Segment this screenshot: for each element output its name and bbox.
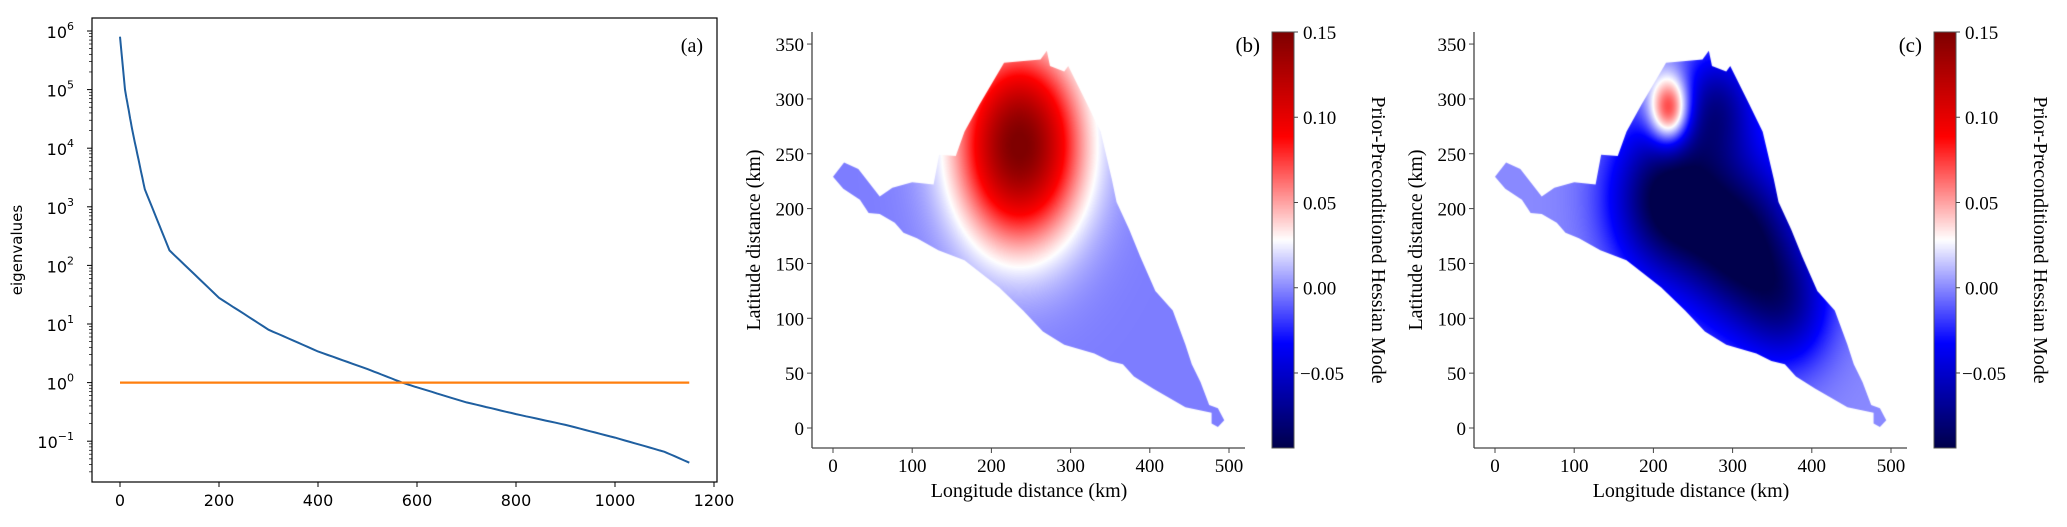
x-tick-label: 1000 (595, 491, 636, 510)
y-axis-label: Latitude distance (km) (1405, 149, 1427, 330)
y-tick-label: 350 (1438, 35, 1467, 56)
x-tick-label: 800 (501, 491, 532, 510)
x-tick-label: 500 (1877, 456, 1906, 477)
y-tick-label: 105 (47, 79, 74, 101)
y-tick-label: 104 (47, 137, 74, 159)
y-tick-exponent: 3 (67, 196, 74, 209)
x-tick-label: 500 (1215, 456, 1244, 477)
y-tick-label: 150 (1438, 254, 1467, 275)
y-tick-exponent: 4 (67, 137, 74, 150)
colorbar-tick-label: −0.05 (1300, 364, 1344, 385)
y-axis-label: eigenvalues (8, 205, 26, 296)
panel-label: (c) (1899, 33, 1922, 57)
colorbar-tick-label: 0.00 (1965, 279, 1998, 300)
colorbar-b (1272, 32, 1294, 448)
y-tick-label: 101 (47, 313, 74, 335)
colorbar-tick-label: 0.15 (1965, 23, 1998, 44)
y-tick-label: 100 (776, 309, 805, 330)
y-tick-label: 300 (1438, 90, 1467, 111)
colorbar-tick-label: 0.00 (1303, 279, 1336, 300)
y-tick-exponent: 5 (67, 79, 74, 92)
x-tick-label: 100 (898, 456, 927, 477)
y-tick-label: 10−1 (37, 430, 74, 452)
y-tick-label: 150 (776, 254, 805, 275)
x-tick-label: 200 (977, 456, 1006, 477)
y-tick-label: 50 (785, 364, 804, 385)
y-tick-label: 103 (47, 196, 74, 218)
x-tick-label: 0 (1490, 456, 1500, 477)
heatmap-c (1474, 32, 1907, 448)
panel-label: (a) (681, 35, 703, 57)
panel-label: (b) (1236, 33, 1261, 57)
x-tick-label: 0 (115, 491, 125, 510)
y-tick-label: 100 (47, 372, 74, 394)
y-tick-label: 106 (47, 20, 74, 42)
y-tick-exponent: 0 (67, 372, 74, 385)
colorbar-label: Prior-Preconditioned Hessian Mode (1367, 96, 1389, 383)
x-tick-label: 200 (204, 491, 235, 510)
y-tick-label: 50 (1447, 364, 1466, 385)
x-tick-label: 300 (1718, 456, 1747, 477)
y-tick-label: 250 (1438, 145, 1467, 166)
colorbar-frame (1933, 31, 1957, 449)
y-tick-label: 200 (1438, 200, 1467, 221)
series-line-0 (119, 36, 690, 464)
colorbar-tick-label: 0.05 (1303, 193, 1336, 214)
y-tick-label: 300 (776, 90, 805, 111)
colorbar-tick-label: 0.10 (1965, 108, 1998, 129)
y-tick-label: 350 (776, 35, 805, 56)
y-tick-label: 100 (1438, 309, 1467, 330)
colorbar-tick-label: 0.15 (1303, 23, 1336, 44)
y-tick-label: 102 (47, 254, 74, 276)
colorbar-frame (1271, 31, 1295, 449)
y-tick-exponent: −1 (58, 430, 74, 443)
y-tick-exponent: 1 (67, 313, 74, 326)
colorbar-tick-label: 0.05 (1965, 193, 1998, 214)
panel-a: eigenvalues (a) 0 200 400 600 800 1000 1200106… (8, 17, 735, 510)
colorbar-tick-label: 0.10 (1303, 108, 1336, 129)
y-tick-label: 250 (776, 145, 805, 166)
x-tick-label: 600 (402, 491, 433, 510)
panel-b: Longitude distance (km) Latitude distanc… (743, 23, 1389, 502)
y-tick-label: 200 (776, 200, 805, 221)
x-tick-label: 1200 (694, 491, 735, 510)
x-tick-label: 200 (1639, 456, 1668, 477)
x-tick-label: 300 (1056, 456, 1085, 477)
x-tick-label: 0 (828, 456, 838, 477)
colorbar-label: Prior-Preconditioned Hessian Mode (2029, 96, 2051, 383)
plot-frame (91, 17, 718, 483)
x-tick-label: 400 (1136, 456, 1165, 477)
y-axis-label: Latitude distance (km) (743, 149, 765, 330)
heatmap-b (812, 32, 1245, 448)
x-axis-label: Longitude distance (km) (931, 480, 1128, 502)
colorbar-tick-label: −0.05 (1962, 364, 2006, 385)
y-tick-label: 0 (1457, 419, 1467, 440)
x-tick-label: 400 (1798, 456, 1827, 477)
y-tick-exponent: 2 (67, 254, 74, 267)
x-tick-label: 400 (303, 491, 334, 510)
colorbar-c (1934, 32, 1956, 448)
x-tick-label: 100 (1560, 456, 1589, 477)
x-axis-label: Longitude distance (km) (1593, 480, 1790, 502)
y-tick-exponent: 6 (67, 20, 74, 33)
y-tick-label: 0 (795, 419, 805, 440)
panel-c: Longitude distance (km) Latitude distanc… (1405, 23, 2051, 502)
